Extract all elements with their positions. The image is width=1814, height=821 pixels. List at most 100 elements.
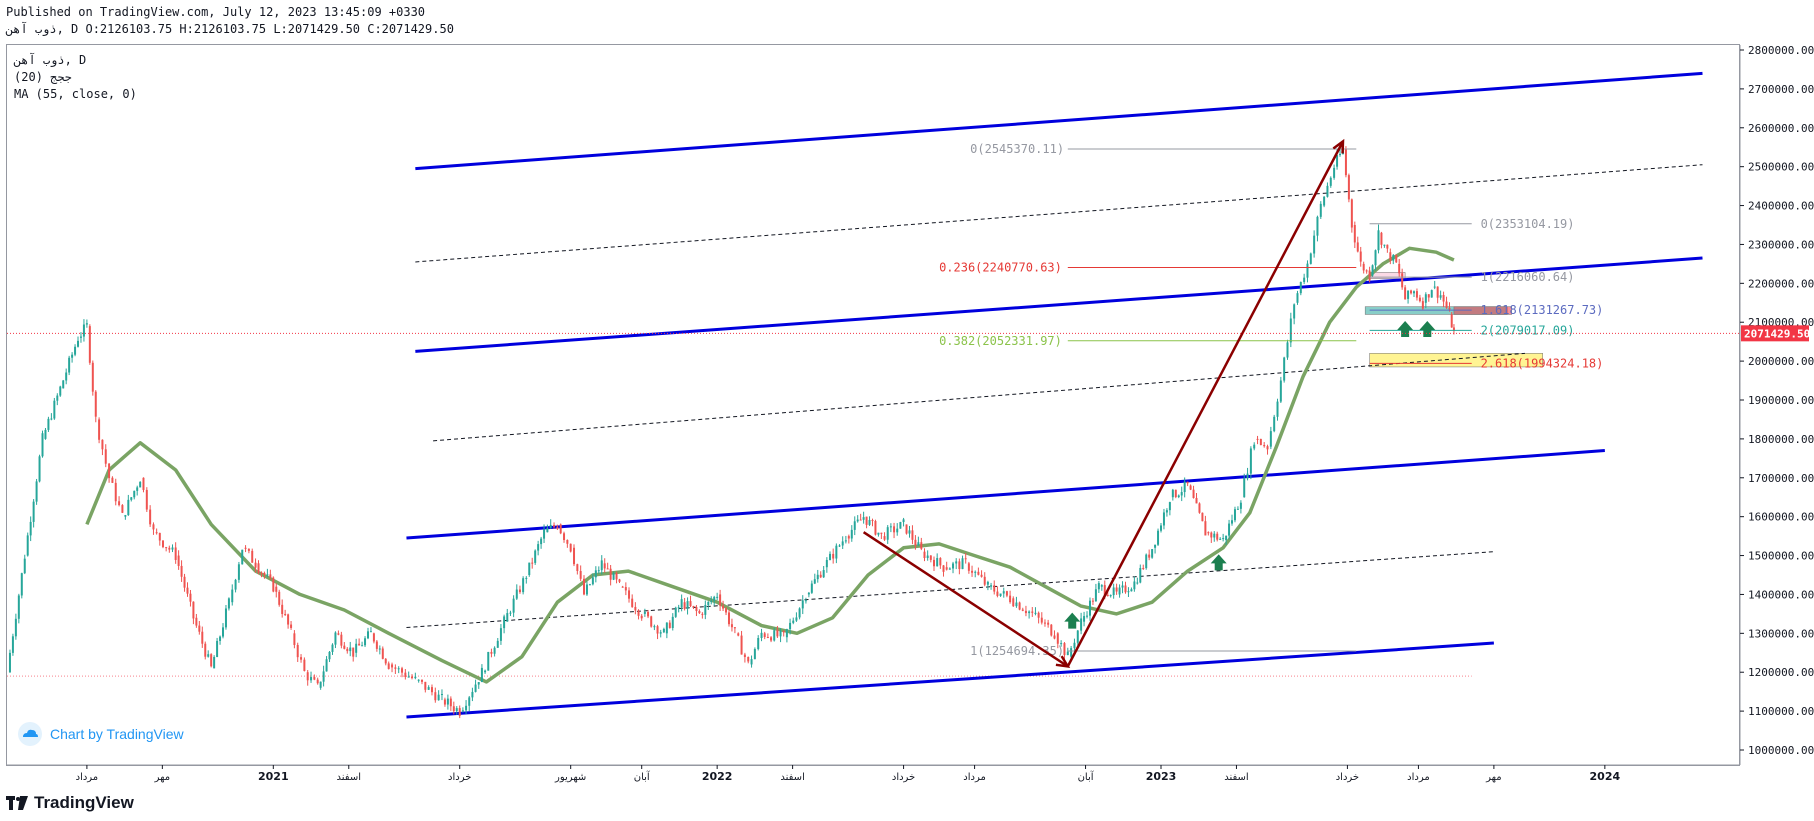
candle-body bbox=[737, 633, 740, 636]
candle-body bbox=[522, 578, 525, 593]
candle-body bbox=[1436, 286, 1439, 298]
channel-midline[interactable] bbox=[415, 164, 1703, 263]
candle-body bbox=[195, 617, 198, 626]
candle-body bbox=[1021, 609, 1024, 611]
candle-body bbox=[650, 616, 653, 627]
candle-body bbox=[446, 698, 449, 705]
ma-55-line[interactable] bbox=[85, 246, 1455, 684]
candle-body bbox=[152, 524, 155, 530]
candle-body bbox=[1053, 635, 1056, 639]
up-arrow-marker[interactable] bbox=[1397, 321, 1414, 337]
candle-body bbox=[677, 607, 680, 609]
candle-body bbox=[1286, 342, 1289, 358]
candle-body bbox=[877, 532, 880, 535]
candle-body bbox=[853, 521, 856, 530]
ohlc-line: ذوب آهن, D O:2126103.75 H:2126103.75 L:2… bbox=[6, 22, 454, 36]
candle-body bbox=[776, 630, 779, 637]
channel-line[interactable] bbox=[415, 71, 1703, 171]
up-arrow-marker[interactable] bbox=[1210, 554, 1227, 571]
candle-body bbox=[1365, 270, 1368, 272]
candle-body bbox=[192, 601, 195, 619]
candle-body bbox=[394, 667, 397, 669]
price-zone[interactable] bbox=[1369, 272, 1406, 279]
candle-body bbox=[980, 574, 983, 577]
candle-body bbox=[1323, 196, 1326, 206]
candle-body bbox=[1392, 255, 1395, 261]
channel-line[interactable] bbox=[406, 641, 1494, 719]
candle-body bbox=[278, 591, 281, 605]
candle-body bbox=[1201, 512, 1204, 522]
candle-body bbox=[59, 386, 62, 396]
up-arrow-marker[interactable] bbox=[1064, 612, 1081, 629]
candle-body bbox=[1326, 185, 1329, 197]
candle-body bbox=[247, 548, 250, 551]
candle-body bbox=[1410, 290, 1413, 294]
candle-body bbox=[503, 616, 506, 629]
candle-body bbox=[656, 626, 659, 634]
candle-body bbox=[237, 564, 240, 580]
channel-midline[interactable] bbox=[433, 352, 1525, 442]
candle-body bbox=[8, 652, 11, 673]
candle-body bbox=[566, 539, 569, 544]
candle-body bbox=[1303, 277, 1306, 282]
candle-body bbox=[914, 539, 917, 546]
x-tick-label: مرداد bbox=[76, 772, 99, 783]
candle-body bbox=[686, 601, 689, 609]
candle-body bbox=[1395, 255, 1398, 263]
candle-body bbox=[807, 592, 810, 595]
candle-body bbox=[352, 647, 355, 657]
candle-body bbox=[407, 676, 410, 678]
last-price-label: 2071429.50 bbox=[1744, 327, 1810, 340]
candle-body bbox=[804, 600, 807, 602]
candle-body bbox=[945, 567, 948, 570]
candle-body bbox=[364, 638, 367, 646]
watermark-label: Chart by TradingView bbox=[50, 726, 184, 742]
candle-body bbox=[322, 671, 325, 682]
last-price-badge bbox=[1741, 325, 1809, 342]
candle-body bbox=[531, 562, 534, 564]
fib-level-label: 0.382(2052331.97) bbox=[939, 334, 1062, 348]
x-tick-label: 2023 bbox=[1146, 770, 1177, 783]
candle-body bbox=[47, 418, 50, 430]
candle-body bbox=[750, 659, 753, 665]
up-arrow-marker[interactable] bbox=[1419, 321, 1436, 337]
y-tick-label: 1100000.00 bbox=[1748, 705, 1814, 718]
candle-body bbox=[883, 536, 886, 540]
trend-arrow[interactable] bbox=[862, 531, 1069, 668]
candle-body bbox=[1448, 307, 1451, 310]
candle-body bbox=[244, 547, 247, 549]
trend-arrow[interactable] bbox=[1066, 140, 1345, 667]
candle-body bbox=[725, 608, 728, 613]
candle-body bbox=[487, 651, 490, 671]
candle-body bbox=[361, 645, 364, 647]
channel-line[interactable] bbox=[406, 449, 1605, 540]
candle-body bbox=[1296, 293, 1299, 303]
candle-body bbox=[923, 551, 926, 559]
legend-symbol[interactable]: ذوب آهن, D bbox=[14, 53, 87, 67]
candle-body bbox=[964, 558, 967, 560]
candle-body bbox=[56, 395, 59, 401]
candle-body bbox=[98, 419, 101, 440]
fib-level-label: 2.618(1994324.18) bbox=[1481, 356, 1604, 370]
x-tick-label: 2024 bbox=[1590, 770, 1621, 783]
tradingview-watermark[interactable]: Chart by TradingView bbox=[18, 722, 184, 746]
candle-body bbox=[579, 570, 582, 579]
candle-body bbox=[518, 589, 521, 593]
candle-body bbox=[461, 710, 464, 712]
candle-body bbox=[1347, 175, 1350, 200]
candle-body bbox=[136, 487, 139, 491]
x-tick-label: اسفند bbox=[337, 772, 361, 783]
candle-body bbox=[822, 570, 825, 578]
channel-line[interactable] bbox=[415, 256, 1703, 353]
candle-body bbox=[1115, 587, 1118, 592]
x-tick-label: خرداد bbox=[448, 772, 471, 783]
candle-body bbox=[640, 615, 643, 619]
legend-indicator-ma[interactable]: MA (55, close, 0) bbox=[14, 87, 137, 101]
candle-body bbox=[139, 482, 142, 488]
legend-indicator-1[interactable]: ججج (20) bbox=[14, 70, 72, 84]
x-tick-label: مهر bbox=[154, 772, 170, 783]
candle-body bbox=[310, 677, 313, 681]
tradingview-brand[interactable]: TradingView bbox=[6, 793, 134, 813]
candle-body bbox=[1106, 594, 1109, 596]
